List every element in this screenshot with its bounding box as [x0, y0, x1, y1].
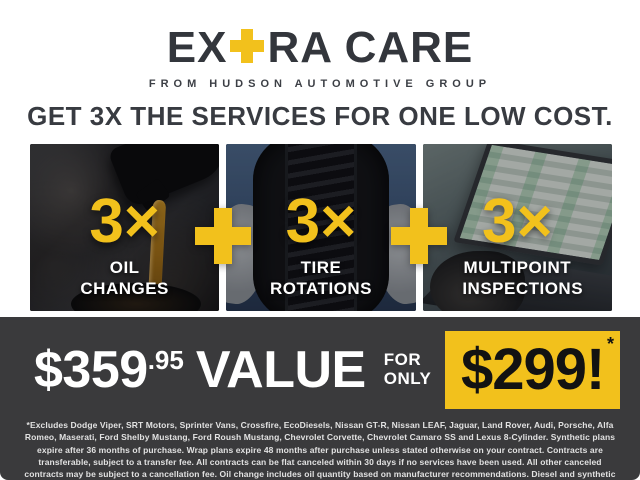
for-only-label: FOR ONLY	[384, 351, 432, 388]
plus-icon	[230, 29, 265, 63]
logo-suffix: RA CARE	[267, 23, 474, 72]
panel-oil-changes: 3× OIL CHANGES	[30, 144, 220, 311]
for-label: FOR	[383, 350, 422, 370]
multiplier-text: 3×	[285, 186, 357, 256]
headline: GET 3X THE SERVICES FOR ONE LOW COST.	[27, 101, 613, 131]
photo-darken-overlay	[422, 144, 612, 311]
photo-darken-overlay	[30, 144, 220, 311]
plus-icon	[195, 208, 251, 264]
oil-pool-shape	[71, 283, 202, 311]
multiplier-text: 3×	[481, 186, 553, 256]
hand-shape	[430, 251, 526, 311]
logo-prefix: EX	[166, 23, 228, 72]
panel-content: 3× MULTIPOINT INSPECTIONS	[423, 144, 612, 311]
value-cents: .95	[147, 345, 184, 375]
price-asterisk: *	[606, 334, 614, 354]
sale-price: $299!	[461, 337, 605, 402]
logo-wordmark: EX RA CARE	[0, 26, 640, 70]
offer-row: $359.95 VALUE FOR ONLY $299! *	[34, 330, 620, 410]
service-panels: 3× OIL CHANGES 3× TIRE ROTATIONS 3×	[30, 144, 612, 311]
service-label: MULTIPOINT INSPECTIONS	[462, 257, 584, 298]
only-label: ONLY	[383, 369, 432, 388]
disclaimer-text: *Excludes Dodge Viper, SRT Motors, Sprin…	[24, 420, 616, 480]
value-label: VALUE	[195, 341, 366, 399]
logo-subtitle: FROM HUDSON AUTOMOTIVE GROUP	[148, 78, 492, 90]
panel-content: 3× TIRE ROTATIONS	[226, 144, 415, 311]
service-label: OIL CHANGES	[80, 257, 169, 298]
service-label: TIRE ROTATIONS	[269, 257, 373, 298]
tire-tread-shape	[285, 144, 357, 311]
sale-price-box: $299! *	[445, 331, 620, 409]
multiplier-text: 3×	[89, 186, 161, 256]
panel-tire-rotations: 3× TIRE ROTATIONS	[226, 144, 416, 311]
plus-icon	[391, 208, 447, 264]
value-amount: $359	[34, 341, 148, 399]
logo-section: EX RA CARE FROM HUDSON AUTOMOTIVE GROUP	[0, 26, 640, 91]
panel-content: 3× OIL CHANGES	[30, 144, 219, 311]
panel-multipoint-inspections: 3× MULTIPOINT INSPECTIONS	[422, 144, 612, 311]
photo-darken-overlay	[226, 144, 416, 311]
offer-band: $359.95 VALUE FOR ONLY $299! * *Excludes …	[0, 317, 640, 480]
value-price: $359.95 VALUE	[34, 344, 366, 396]
